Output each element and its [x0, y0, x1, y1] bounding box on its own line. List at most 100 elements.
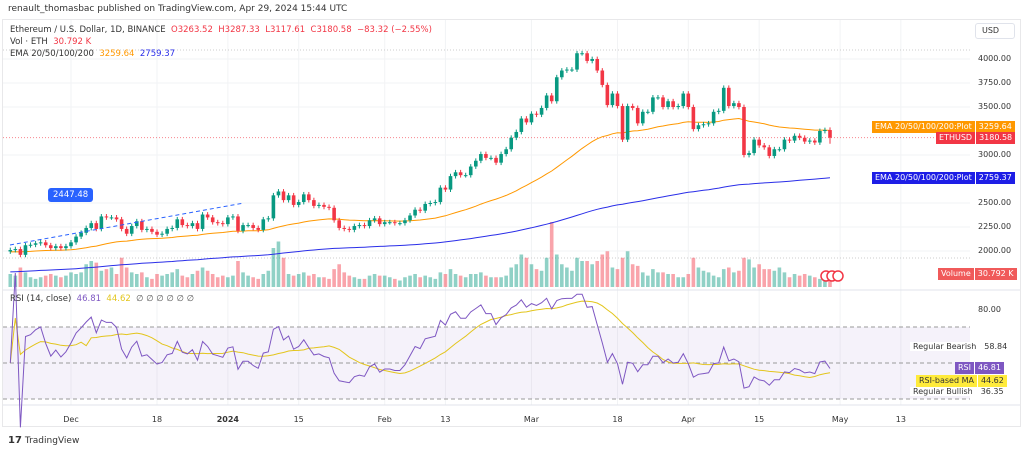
volume-bar — [296, 274, 301, 287]
candle — [226, 217, 230, 225]
volume-bar — [393, 278, 397, 287]
volume-bar — [256, 278, 261, 287]
candle — [367, 220, 372, 227]
volume-label: Volume 30.792 K — [938, 268, 1017, 280]
candle — [281, 191, 286, 201]
candle — [246, 225, 250, 227]
candle — [605, 84, 610, 106]
price-tick: 3500.00 — [978, 102, 1012, 111]
volume-legend-value: 30.792 K — [53, 37, 92, 47]
candle — [681, 93, 686, 107]
volume-bar — [251, 277, 255, 287]
event-icon — [832, 270, 844, 282]
rsi-ma-line — [9, 300, 831, 379]
volume-bar — [312, 274, 316, 287]
volume-bar — [79, 272, 83, 287]
candle — [519, 118, 524, 132]
candle — [180, 219, 185, 226]
candle — [332, 207, 336, 221]
candle — [499, 154, 503, 163]
volume-bar — [494, 277, 498, 287]
candle — [721, 87, 726, 111]
volume-bar — [74, 274, 78, 287]
candle — [104, 216, 109, 218]
candle — [134, 221, 139, 227]
volume-bar — [8, 274, 13, 287]
ema-legend-label[interactable]: EMA 20/50/100/200 — [10, 49, 94, 59]
candle — [286, 195, 291, 201]
candle — [59, 246, 63, 249]
volume-bar — [185, 277, 190, 287]
volume-bar — [463, 277, 468, 287]
volume-bar — [499, 277, 503, 287]
candle — [200, 214, 205, 229]
volume-bar — [813, 277, 817, 287]
candle — [307, 194, 311, 201]
volume-bar — [772, 270, 777, 287]
candle — [398, 223, 402, 225]
ema200-line — [10, 177, 831, 273]
volume-bar — [54, 275, 58, 287]
ema200-price-label: EMA 20/50/100/200:Plot 2759.37 — [872, 172, 1015, 184]
candle — [651, 97, 655, 112]
volume-bar — [570, 270, 574, 287]
volume-bar — [99, 270, 104, 287]
candle — [448, 176, 453, 190]
rsi-legend-label[interactable]: RSI (14, close) — [10, 294, 72, 304]
candle — [443, 187, 448, 190]
candle — [615, 93, 620, 107]
candle — [696, 125, 701, 130]
volume-bar — [342, 272, 347, 287]
candle — [438, 187, 443, 203]
time-tick: 13 — [895, 415, 906, 424]
tradingview-logo[interactable]: 𝟭𝟳 TradingView — [8, 435, 79, 446]
candle — [362, 225, 367, 227]
candle — [711, 111, 716, 124]
candle — [210, 217, 215, 223]
volume-bar — [403, 277, 407, 287]
trendline-price-label[interactable]: 2447.48 — [48, 188, 94, 202]
volume-bar — [357, 278, 362, 287]
price-tick: 2500.00 — [978, 198, 1012, 207]
volume-bar — [241, 272, 245, 287]
candle — [124, 228, 129, 234]
volume-bar — [317, 277, 321, 287]
candle — [377, 218, 382, 225]
candle — [777, 149, 782, 151]
candle — [160, 233, 164, 235]
tv-logo-icon: 𝟭𝟳 — [8, 435, 22, 446]
candle — [534, 113, 539, 115]
volume-bar — [610, 267, 615, 287]
rsi-ma-legend-value: 44.62 — [106, 294, 131, 304]
volume-bar — [175, 269, 180, 287]
volume-bar — [109, 267, 114, 287]
rsi-value-label: RSI 46.81 — [955, 362, 1004, 374]
candle — [33, 243, 38, 245]
volume-bar — [286, 274, 291, 287]
candle — [509, 137, 514, 150]
symbol-name[interactable]: Ethereum / U.S. Dollar, 1D, BINANCE — [10, 25, 166, 35]
volume-bar — [195, 270, 200, 287]
time-tick: May — [831, 415, 849, 424]
volume-bar — [696, 267, 701, 287]
currency-button[interactable]: USD — [975, 23, 1015, 39]
volume-bar — [585, 261, 589, 287]
price-tick: 3750.00 — [978, 78, 1012, 87]
volume-legend-label[interactable]: Vol · ETH — [10, 37, 48, 47]
candle — [312, 200, 316, 206]
volume-bar — [458, 275, 463, 287]
volume-bar — [347, 275, 352, 287]
published-by: renault_thomasbac published on TradingVi… — [8, 4, 348, 14]
candle — [428, 203, 433, 204]
volume-bar — [590, 264, 594, 287]
trendline-drawing — [9, 202, 245, 246]
volume-bar — [43, 275, 48, 287]
candle — [620, 106, 625, 140]
candle — [291, 195, 296, 205]
regular-bearish-label: Regular Bearish 58.84 — [910, 342, 1011, 351]
volume-bar — [560, 264, 564, 287]
candle — [54, 246, 58, 249]
volume-bar — [615, 269, 620, 287]
candle — [630, 106, 635, 108]
